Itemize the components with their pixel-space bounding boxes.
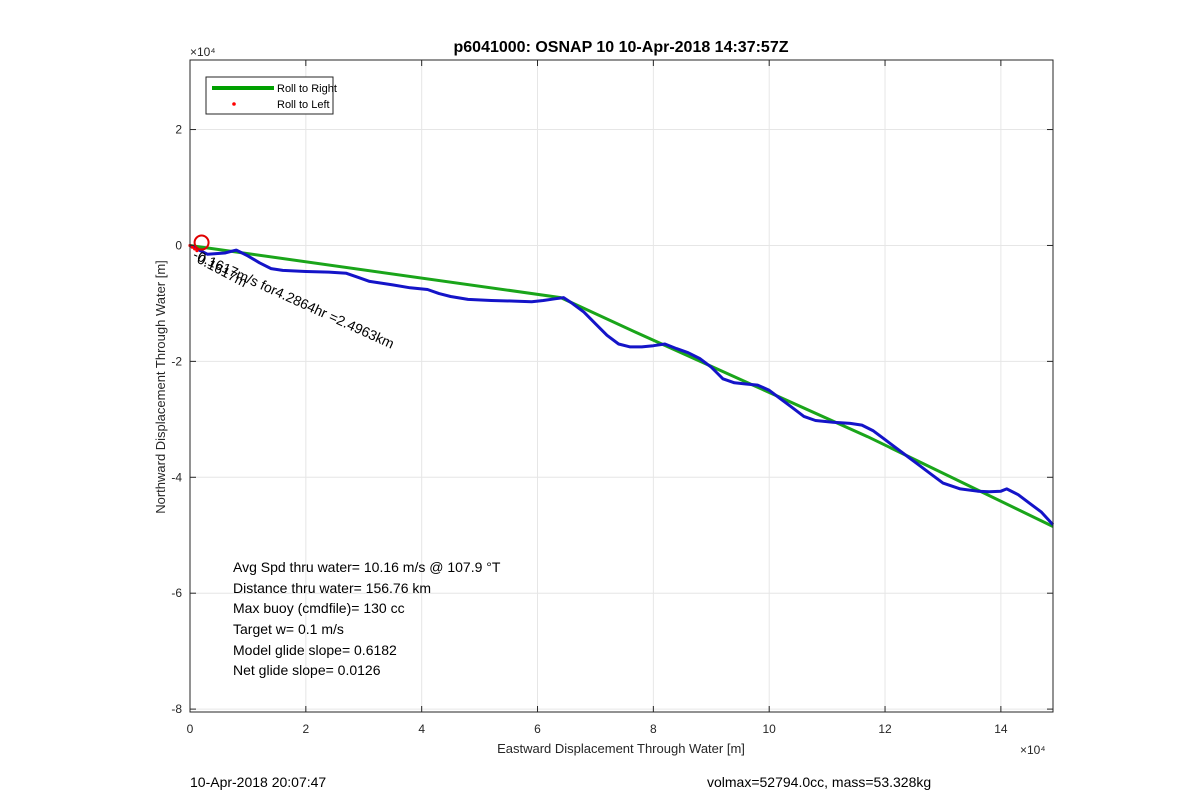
roll-to-left-point <box>193 247 197 251</box>
stat-distance: Distance thru water= 156.76 km <box>233 580 431 596</box>
y-axis-label: Northward Displacement Through Water [m] <box>153 260 168 514</box>
x-tick-label: 0 <box>187 722 194 736</box>
plot-frame <box>189 59 1054 713</box>
y-tick-label: 2 <box>175 123 182 137</box>
stat-net-glide-slope: Net glide slope= 0.0126 <box>233 662 381 678</box>
series-line-track <box>189 244 1055 526</box>
x-tick-label: 10 <box>763 722 777 736</box>
stat-max-buoy: Max buoy (cmdfile)= 130 cc <box>233 600 405 616</box>
y-tick-label: -6 <box>171 586 182 600</box>
stat-model-glide-slope: Model glide slope= 0.6182 <box>233 642 397 658</box>
x-axis-label: Eastward Displacement Through Water [m] <box>497 741 745 756</box>
x-tick-label: 12 <box>878 722 892 736</box>
series-layer <box>188 243 1055 528</box>
footer-vol-mass: volmax=52794.0cc, mass=53.328kg <box>707 774 931 790</box>
stat-avg-speed: Avg Spd thru water= 10.16 m/s @ 107.9 °T <box>233 559 501 575</box>
legend-swatch-roll-left <box>232 102 236 106</box>
chart-title: p6041000: OSNAP 10 10-Apr-2018 14:37:57Z <box>454 39 789 56</box>
y-tick-label: -2 <box>171 354 182 368</box>
ticks: 0 2 4 6 8 10 12 14 2 0 -2 -4 -6 -8 <box>171 60 1053 736</box>
x-tick-label: 8 <box>650 722 657 736</box>
y-tick-label: 0 <box>175 238 182 252</box>
series-line-roll-to-right <box>189 244 1054 528</box>
footer-timestamp: 10-Apr-2018 20:07:47 <box>190 774 326 790</box>
roll-to-left-point <box>190 245 194 249</box>
legend-label-roll-left: Roll to Left <box>277 99 330 111</box>
plot-area <box>190 60 1053 712</box>
y-exponent-label: ×10⁴ <box>190 45 216 59</box>
stats-block: Avg Spd thru water= 10.16 m/s @ 107.9 °T… <box>233 559 501 678</box>
start-marker <box>193 234 210 251</box>
roll-to-left-point <box>195 249 199 253</box>
x-exponent-label: ×10⁴ <box>1020 743 1046 757</box>
x-tick-label: 4 <box>418 722 425 736</box>
legend: Roll to Right Roll to Left <box>205 76 337 115</box>
x-tick-label: 6 <box>534 722 541 736</box>
legend-label-roll-right: Roll to Right <box>277 83 337 95</box>
grid-lines <box>189 60 1053 712</box>
stat-target-w: Target w= 0.1 m/s <box>233 621 344 637</box>
legend-box <box>205 76 334 115</box>
x-tick-label: 2 <box>302 722 309 736</box>
x-tick-label: 14 <box>994 722 1008 736</box>
y-tick-label: -4 <box>171 470 182 484</box>
y-tick-label: -8 <box>171 702 182 716</box>
